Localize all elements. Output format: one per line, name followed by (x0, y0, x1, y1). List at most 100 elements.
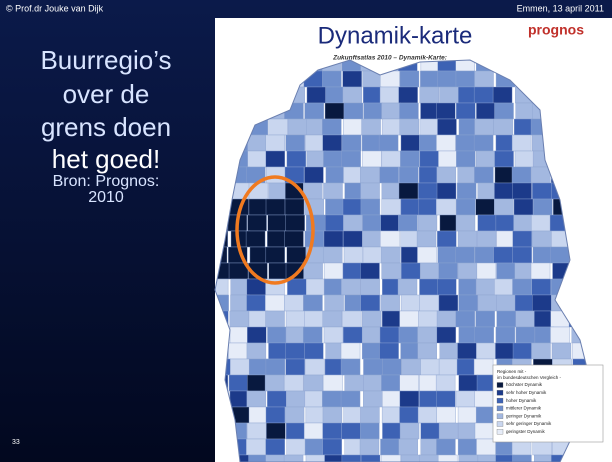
region (439, 86, 459, 104)
region (437, 230, 457, 248)
region (285, 326, 306, 344)
region (456, 182, 477, 200)
region (551, 454, 571, 462)
region (323, 374, 343, 392)
region (419, 150, 440, 168)
region (323, 278, 344, 296)
region (266, 166, 286, 184)
region (304, 102, 324, 120)
region (456, 102, 476, 120)
region (512, 342, 533, 360)
legend-title: Regionen mit - (497, 369, 527, 374)
legend-label: geringer Dynamik (506, 413, 542, 418)
panel-title: Dynamik-karte (318, 22, 473, 49)
region (268, 262, 289, 280)
region (361, 326, 382, 344)
region (305, 454, 326, 462)
region (284, 294, 304, 312)
region (322, 70, 342, 88)
region (285, 358, 305, 376)
region (457, 230, 478, 248)
region (417, 246, 437, 264)
region (476, 342, 496, 360)
region (360, 406, 380, 424)
region (476, 262, 497, 280)
heading: Buurregio’s over de grens doen het goed! (40, 45, 171, 174)
legend-box (492, 364, 604, 443)
region (285, 390, 306, 408)
region (229, 310, 250, 328)
region (382, 390, 402, 408)
region (512, 182, 532, 200)
region (496, 262, 516, 280)
region (381, 246, 401, 264)
region (399, 166, 419, 184)
region (265, 310, 285, 328)
region (531, 230, 552, 248)
region (322, 406, 343, 424)
region (531, 214, 551, 232)
region (495, 454, 515, 462)
region (455, 310, 475, 328)
region (248, 198, 269, 216)
region (266, 422, 286, 440)
region (476, 438, 496, 456)
region (360, 198, 381, 216)
region (247, 134, 267, 152)
region (438, 294, 459, 312)
region (343, 118, 363, 136)
region (342, 86, 363, 104)
region (303, 422, 324, 440)
region (382, 358, 402, 376)
region (284, 230, 304, 248)
region (534, 310, 554, 328)
region (419, 454, 439, 462)
region (285, 134, 305, 152)
region (493, 246, 513, 264)
legend-title: im bundesdeutschen Vergleich - (497, 375, 562, 380)
region (477, 182, 497, 200)
region (363, 102, 383, 120)
region (455, 214, 476, 232)
legend-label: höchster Dynamik (506, 382, 543, 387)
region (455, 70, 476, 88)
region (436, 134, 456, 152)
region (342, 198, 363, 216)
region (399, 390, 420, 408)
region (322, 422, 342, 440)
region (419, 118, 440, 136)
region (474, 246, 495, 264)
region (322, 118, 342, 136)
panel-subtitle: Zukunftsatlas 2010 – Dynamik-Karte: (332, 55, 447, 62)
region (247, 150, 267, 168)
region (494, 166, 515, 184)
legend: Regionen mit - im bundesdeutschen Vergle… (492, 364, 604, 443)
region (399, 406, 419, 424)
region (436, 102, 456, 120)
region (380, 214, 400, 232)
region (473, 134, 494, 152)
region (360, 262, 380, 280)
region (418, 166, 439, 184)
region (436, 182, 457, 200)
region (265, 294, 285, 312)
region (285, 422, 306, 440)
region (228, 374, 249, 392)
region (436, 390, 456, 408)
region (417, 342, 437, 360)
region (360, 454, 381, 462)
region (514, 150, 535, 168)
region (381, 310, 402, 328)
region (398, 182, 419, 200)
region (343, 406, 363, 424)
highlight-ellipse (235, 175, 315, 285)
region (494, 182, 514, 200)
region (512, 454, 532, 462)
region (532, 294, 552, 312)
region (495, 326, 516, 344)
heading-line: grens doen (41, 112, 171, 142)
region (265, 134, 285, 152)
region (325, 166, 346, 184)
region (419, 294, 439, 312)
region (324, 214, 345, 232)
